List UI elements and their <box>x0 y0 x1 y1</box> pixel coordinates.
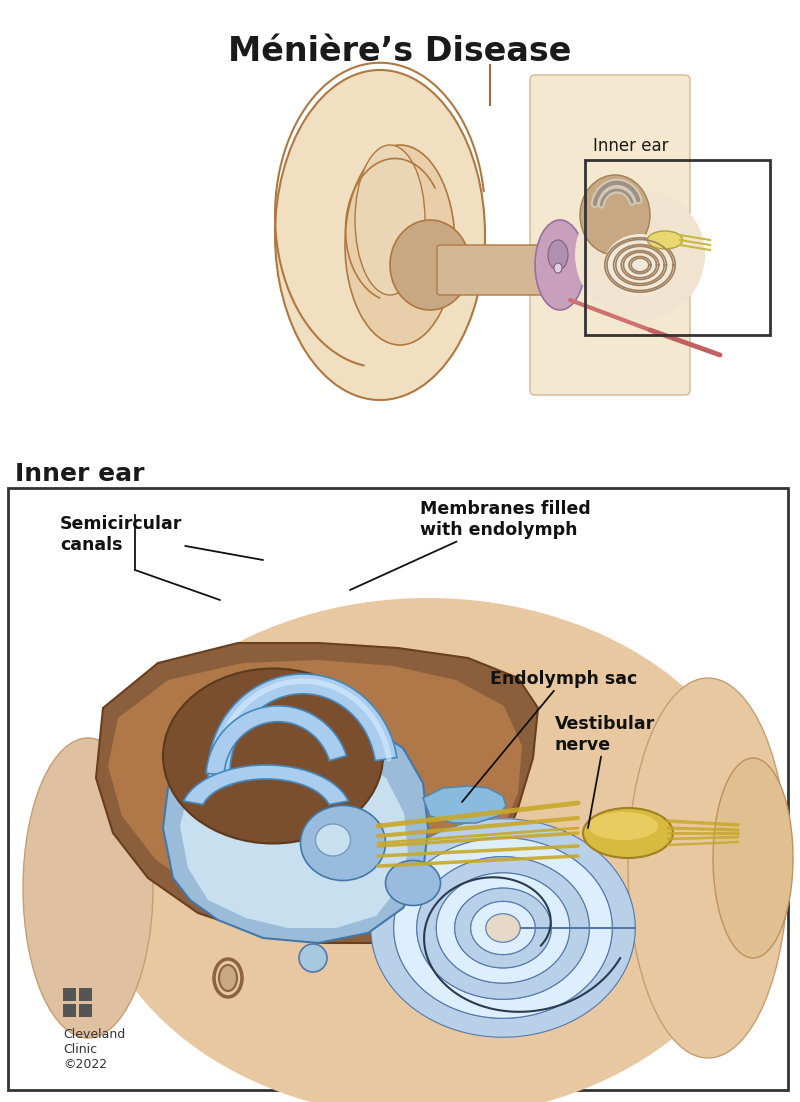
Polygon shape <box>180 741 408 928</box>
Ellipse shape <box>88 598 768 1102</box>
Ellipse shape <box>548 240 568 270</box>
Text: Inner ear: Inner ear <box>15 462 145 486</box>
Ellipse shape <box>554 263 562 273</box>
Bar <box>550 250 630 280</box>
Polygon shape <box>471 901 535 954</box>
Ellipse shape <box>301 806 386 880</box>
Ellipse shape <box>23 738 153 1038</box>
Polygon shape <box>370 819 635 1037</box>
Ellipse shape <box>575 190 705 320</box>
Text: Endolymph sac: Endolymph sac <box>462 670 638 802</box>
Polygon shape <box>454 888 551 968</box>
Ellipse shape <box>345 145 455 345</box>
Ellipse shape <box>275 71 485 400</box>
Polygon shape <box>208 674 397 789</box>
Polygon shape <box>206 706 346 775</box>
Bar <box>63 1004 76 1017</box>
Bar <box>8 488 788 1090</box>
Bar <box>79 1004 92 1017</box>
Text: Inner ear: Inner ear <box>593 137 669 155</box>
FancyBboxPatch shape <box>437 245 553 295</box>
Polygon shape <box>184 765 348 804</box>
Polygon shape <box>108 660 522 922</box>
Text: Cleveland
Clinic
©2022: Cleveland Clinic ©2022 <box>63 1028 126 1071</box>
Polygon shape <box>394 838 612 1018</box>
Ellipse shape <box>580 175 650 255</box>
Ellipse shape <box>373 818 633 1038</box>
Ellipse shape <box>219 965 237 991</box>
Ellipse shape <box>588 812 658 840</box>
Ellipse shape <box>628 678 788 1058</box>
Ellipse shape <box>647 231 682 249</box>
Polygon shape <box>436 873 570 983</box>
Bar <box>79 988 92 1001</box>
Ellipse shape <box>713 758 793 958</box>
Polygon shape <box>163 707 428 943</box>
FancyBboxPatch shape <box>530 75 690 395</box>
Ellipse shape <box>535 220 585 310</box>
Ellipse shape <box>299 944 327 972</box>
Ellipse shape <box>163 669 383 843</box>
Ellipse shape <box>536 238 564 292</box>
Ellipse shape <box>355 145 425 295</box>
Polygon shape <box>417 856 590 1000</box>
Ellipse shape <box>390 220 470 310</box>
Ellipse shape <box>315 824 350 856</box>
Bar <box>585 160 770 335</box>
Text: Semicircular
canals: Semicircular canals <box>60 515 263 560</box>
Ellipse shape <box>604 234 676 296</box>
Ellipse shape <box>583 808 673 858</box>
Text: Vestibular
nerve: Vestibular nerve <box>555 715 655 828</box>
Text: Membranes filled
with endolymph: Membranes filled with endolymph <box>350 500 590 590</box>
Polygon shape <box>96 642 538 943</box>
Ellipse shape <box>386 861 441 906</box>
Polygon shape <box>423 786 506 823</box>
Bar <box>63 988 76 1001</box>
Text: Ménière’s Disease: Ménière’s Disease <box>228 35 572 68</box>
